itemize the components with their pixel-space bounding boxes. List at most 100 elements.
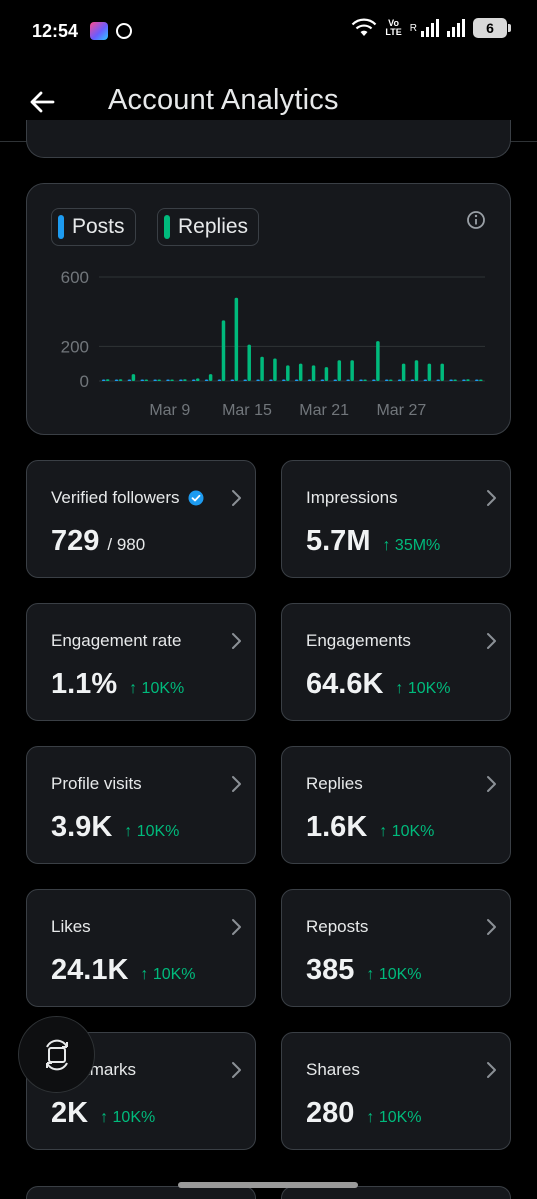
posts-bar — [140, 379, 145, 381]
posts-bar — [372, 379, 376, 381]
metric-card-shares[interactable]: Shares 280 ↑ 10K% — [281, 1032, 511, 1150]
metric-card-profile-visits[interactable]: Profile visits 3.9K ↑ 10K% — [26, 746, 256, 864]
metric-total: / 980 — [107, 535, 146, 554]
y-tick-label: 0 — [80, 372, 89, 391]
analytics-chart-card: 0 200 600 Mar 9 Mar 15 Mar 21 Mar 27 Posts Rep… — [26, 183, 511, 435]
legend-replies[interactable]: Replies — [157, 208, 260, 246]
metric-value: 64.6K — [306, 668, 384, 700]
replies-bar — [453, 379, 457, 381]
posts-bar — [385, 379, 389, 381]
metric-card-engagement-rate[interactable]: Engagement rate 1.1% ↑ 10K% — [26, 603, 256, 721]
status-bar: 12:54 Vo LTE R 6 — [0, 0, 537, 62]
replies-bar — [286, 365, 290, 381]
metric-value: 729 — [51, 525, 100, 557]
metric-label: Profile visits — [51, 774, 142, 793]
metric-card-replies[interactable]: Replies 1.6K ↑ 10K% — [281, 746, 511, 864]
floating-action-button[interactable] — [18, 1016, 95, 1093]
chevron-right-icon — [232, 1062, 241, 1078]
page-title: Account Analytics — [108, 84, 339, 116]
battery-icon: 6 — [473, 18, 511, 38]
status-time: 12:54 — [32, 20, 79, 41]
network-type: Vo LTE — [385, 18, 402, 37]
signal-1-icon — [421, 19, 439, 37]
replies-bar — [183, 379, 187, 381]
chevron-right-icon — [487, 633, 496, 649]
screen-switch-icon — [45, 1039, 68, 1070]
metric-card-engagements[interactable]: Engagements 64.6K ↑ 10K% — [281, 603, 511, 721]
chevron-right-icon — [232, 776, 241, 792]
replies-bar — [376, 341, 380, 381]
replies-bar — [144, 379, 149, 381]
metric-change: ↑ 10K% — [379, 823, 435, 840]
posts-bar — [423, 379, 428, 381]
metric-card-verified-followers[interactable]: Verified followers 729 / 980 — [26, 460, 256, 578]
posts-bar — [114, 379, 119, 381]
chevron-right-icon — [232, 919, 241, 935]
legend-posts[interactable]: Posts — [51, 208, 136, 246]
posts-bar — [436, 379, 440, 381]
metric-label: Likes — [51, 917, 91, 936]
metric-change: ↑ 10K% — [129, 680, 185, 697]
wifi-icon — [352, 18, 377, 36]
replies-swatch — [164, 215, 170, 239]
replies-bar — [170, 379, 174, 381]
home-indicator[interactable] — [178, 1182, 358, 1188]
replies-bar — [196, 378, 200, 381]
metric-card-impressions[interactable]: Impressions 5.7M ↑ 35M% — [281, 460, 511, 578]
metric-change: ↑ 10K% — [140, 966, 196, 983]
metric-value-row: 64.6K ↑ 10K% — [306, 668, 451, 701]
metric-label: Engagements — [306, 631, 411, 650]
metric-label: Reposts — [306, 917, 369, 936]
metric-value: 3.9K — [51, 811, 113, 843]
info-icon[interactable] — [466, 210, 486, 230]
posts-bar — [269, 379, 273, 381]
metric-value: 2K — [51, 1097, 89, 1129]
y-tick-label: 600 — [61, 268, 89, 287]
metric-label: Shares — [306, 1060, 360, 1079]
metric-label: Replies — [306, 774, 363, 793]
replies-bar — [363, 379, 367, 381]
replies-bar — [131, 374, 136, 381]
replies-bar — [105, 379, 110, 381]
metric-value: 280 — [306, 1097, 355, 1129]
replies-bar — [247, 344, 251, 381]
replies-bar — [401, 363, 406, 381]
posts-bar — [294, 379, 299, 381]
metric-change: ↑ 10K% — [395, 680, 451, 697]
metric-card-likes[interactable]: Likes 24.1K ↑ 10K% — [26, 889, 256, 1007]
metric-change: ↑ 10K% — [366, 966, 422, 983]
back-arrow-icon[interactable] — [28, 88, 56, 116]
metric-value: 24.1K — [51, 954, 129, 986]
posts-bar — [346, 379, 350, 381]
chevron-right-icon — [487, 776, 496, 792]
posts-bar — [166, 379, 170, 381]
legend-posts-label: Posts — [72, 215, 125, 238]
metric-value: 1.6K — [306, 811, 368, 843]
metric-card-bookmarks[interactable]: Bookmarks 2K ↑ 10K% — [26, 1032, 256, 1150]
posts-bar — [410, 379, 415, 381]
replies-bar — [414, 360, 419, 381]
posts-bar — [282, 379, 286, 381]
metric-label: Verified followers — [51, 488, 204, 508]
replies-bar — [337, 360, 342, 381]
replies-bar — [118, 379, 123, 381]
posts-bar — [230, 379, 235, 381]
metric-value-row: 280 ↑ 10K% — [306, 1097, 422, 1130]
replies-bar — [260, 356, 264, 381]
replies-bar — [324, 367, 329, 381]
metric-change: ↑ 10K% — [366, 1109, 422, 1126]
replies-bar — [273, 358, 277, 381]
metric-change: ↑ 10K% — [124, 823, 180, 840]
metric-value: 1.1% — [51, 668, 118, 700]
summary-card-partial — [26, 120, 511, 158]
replies-bar — [157, 379, 161, 381]
metric-value-row: 3.9K ↑ 10K% — [51, 811, 179, 844]
posts-bar — [153, 379, 157, 381]
posts-bar — [333, 379, 338, 381]
app-notification-icon — [90, 22, 109, 40]
metric-card-reposts[interactable]: Reposts 385 ↑ 10K% — [281, 889, 511, 1007]
x-tick-label: Mar 27 — [376, 402, 426, 419]
posts-bar — [320, 379, 325, 381]
chevron-right-icon — [487, 490, 496, 506]
metric-change: ↑ 10K% — [100, 1109, 156, 1126]
